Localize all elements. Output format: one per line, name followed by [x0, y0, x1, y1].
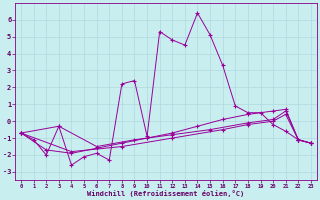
- X-axis label: Windchill (Refroidissement éolien,°C): Windchill (Refroidissement éolien,°C): [87, 190, 244, 197]
